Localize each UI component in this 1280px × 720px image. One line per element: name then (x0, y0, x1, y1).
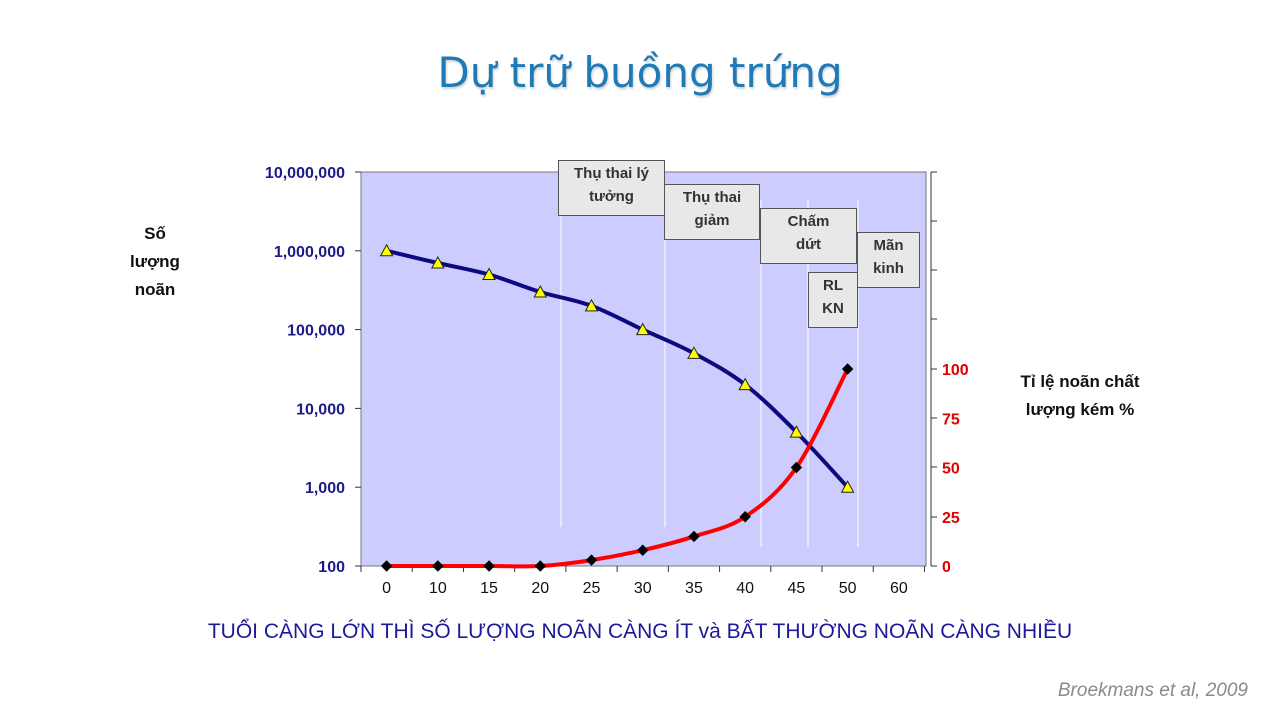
phase-label-menstrual-irregularity: RL KN (808, 272, 858, 328)
x-tick-label: 25 (583, 580, 601, 597)
source-citation: Broekmans et al, 2009 (1057, 680, 1248, 701)
oocyte-count-data-point (584, 298, 599, 312)
x-tick-label: 60 (890, 580, 908, 597)
poor-quality-rate-data-point (534, 560, 546, 572)
x-tick-label: 15 (480, 580, 498, 597)
y-left-tick-label: 1,000 (305, 480, 345, 497)
poor-quality-rate-data-point (637, 544, 649, 556)
y-right-tick-label: 25 (942, 510, 960, 527)
poor-quality-rate-data-point (790, 461, 803, 474)
x-tick-label: 30 (634, 580, 652, 597)
y-axis-right-label: Tỉ lệ noãn chất lượng kém % (1020, 372, 1140, 419)
y-left-tick-label: 1,000,000 (274, 244, 345, 261)
slide-caption: TUỔI CÀNG LỚN THÌ SỐ LƯỢNG NOÃN CÀNG ÍT … (207, 620, 1073, 643)
x-tick-label: 40 (736, 580, 754, 597)
phase-label-ideal-conception: Thụ thai lý tưởng (558, 160, 665, 216)
x-tick-label: 50 (839, 580, 857, 597)
poor-quality-rate-series-line (384, 367, 850, 569)
oocyte-count-data-point (738, 377, 753, 391)
oocyte-count-data-point (840, 480, 855, 493)
phase-label-reduced-conception: Thụ thai giảm (664, 184, 760, 240)
x-tick-label: 10 (429, 580, 447, 597)
oocyte-count-data-point (482, 267, 496, 281)
poor-quality-rate-data-point (841, 363, 854, 375)
x-tick-label: 35 (685, 580, 703, 597)
oocyte-count-series-line (384, 248, 850, 490)
x-tick-label: 20 (531, 580, 549, 597)
oocyte-count-data-point (430, 255, 445, 269)
poor-quality-rate-data-point (585, 554, 598, 566)
oocyte-count-data-point (635, 322, 650, 336)
phase-label-menopause: Mãn kinh (857, 232, 920, 288)
poor-quality-rate-data-point (688, 530, 700, 543)
y-right-tick-label: 100 (942, 362, 969, 379)
oocyte-count-data-point (379, 243, 394, 257)
y-left-tick-label: 100,000 (287, 323, 345, 340)
oocyte-count-data-point (687, 346, 701, 359)
y-right-tick-label: 0 (942, 559, 951, 576)
oocyte-count-data-point (789, 425, 804, 438)
y-right-tick-label: 75 (942, 411, 960, 428)
y-axis-left-label: Số lượng noãn (130, 224, 180, 299)
oocyte-count-data-point (533, 284, 548, 298)
y-left-tick-label: 10,000 (296, 401, 345, 418)
y-left-tick-label: 10,000,000 (265, 165, 345, 182)
poor-quality-rate-data-point (739, 511, 751, 523)
poor-quality-rate-data-point (380, 560, 393, 572)
slide-title: Dự trữ buồng trứng (437, 48, 843, 97)
poor-quality-rate-data-point (483, 560, 495, 572)
x-tick-label: 45 (788, 580, 806, 597)
phase-label-end-of-fertility: Chấm dứt (760, 208, 857, 264)
x-tick-label: 0 (382, 580, 391, 597)
y-right-tick-label: 50 (942, 461, 960, 478)
poor-quality-rate-data-point (432, 560, 444, 572)
y-left-tick-label: 100 (318, 559, 345, 576)
